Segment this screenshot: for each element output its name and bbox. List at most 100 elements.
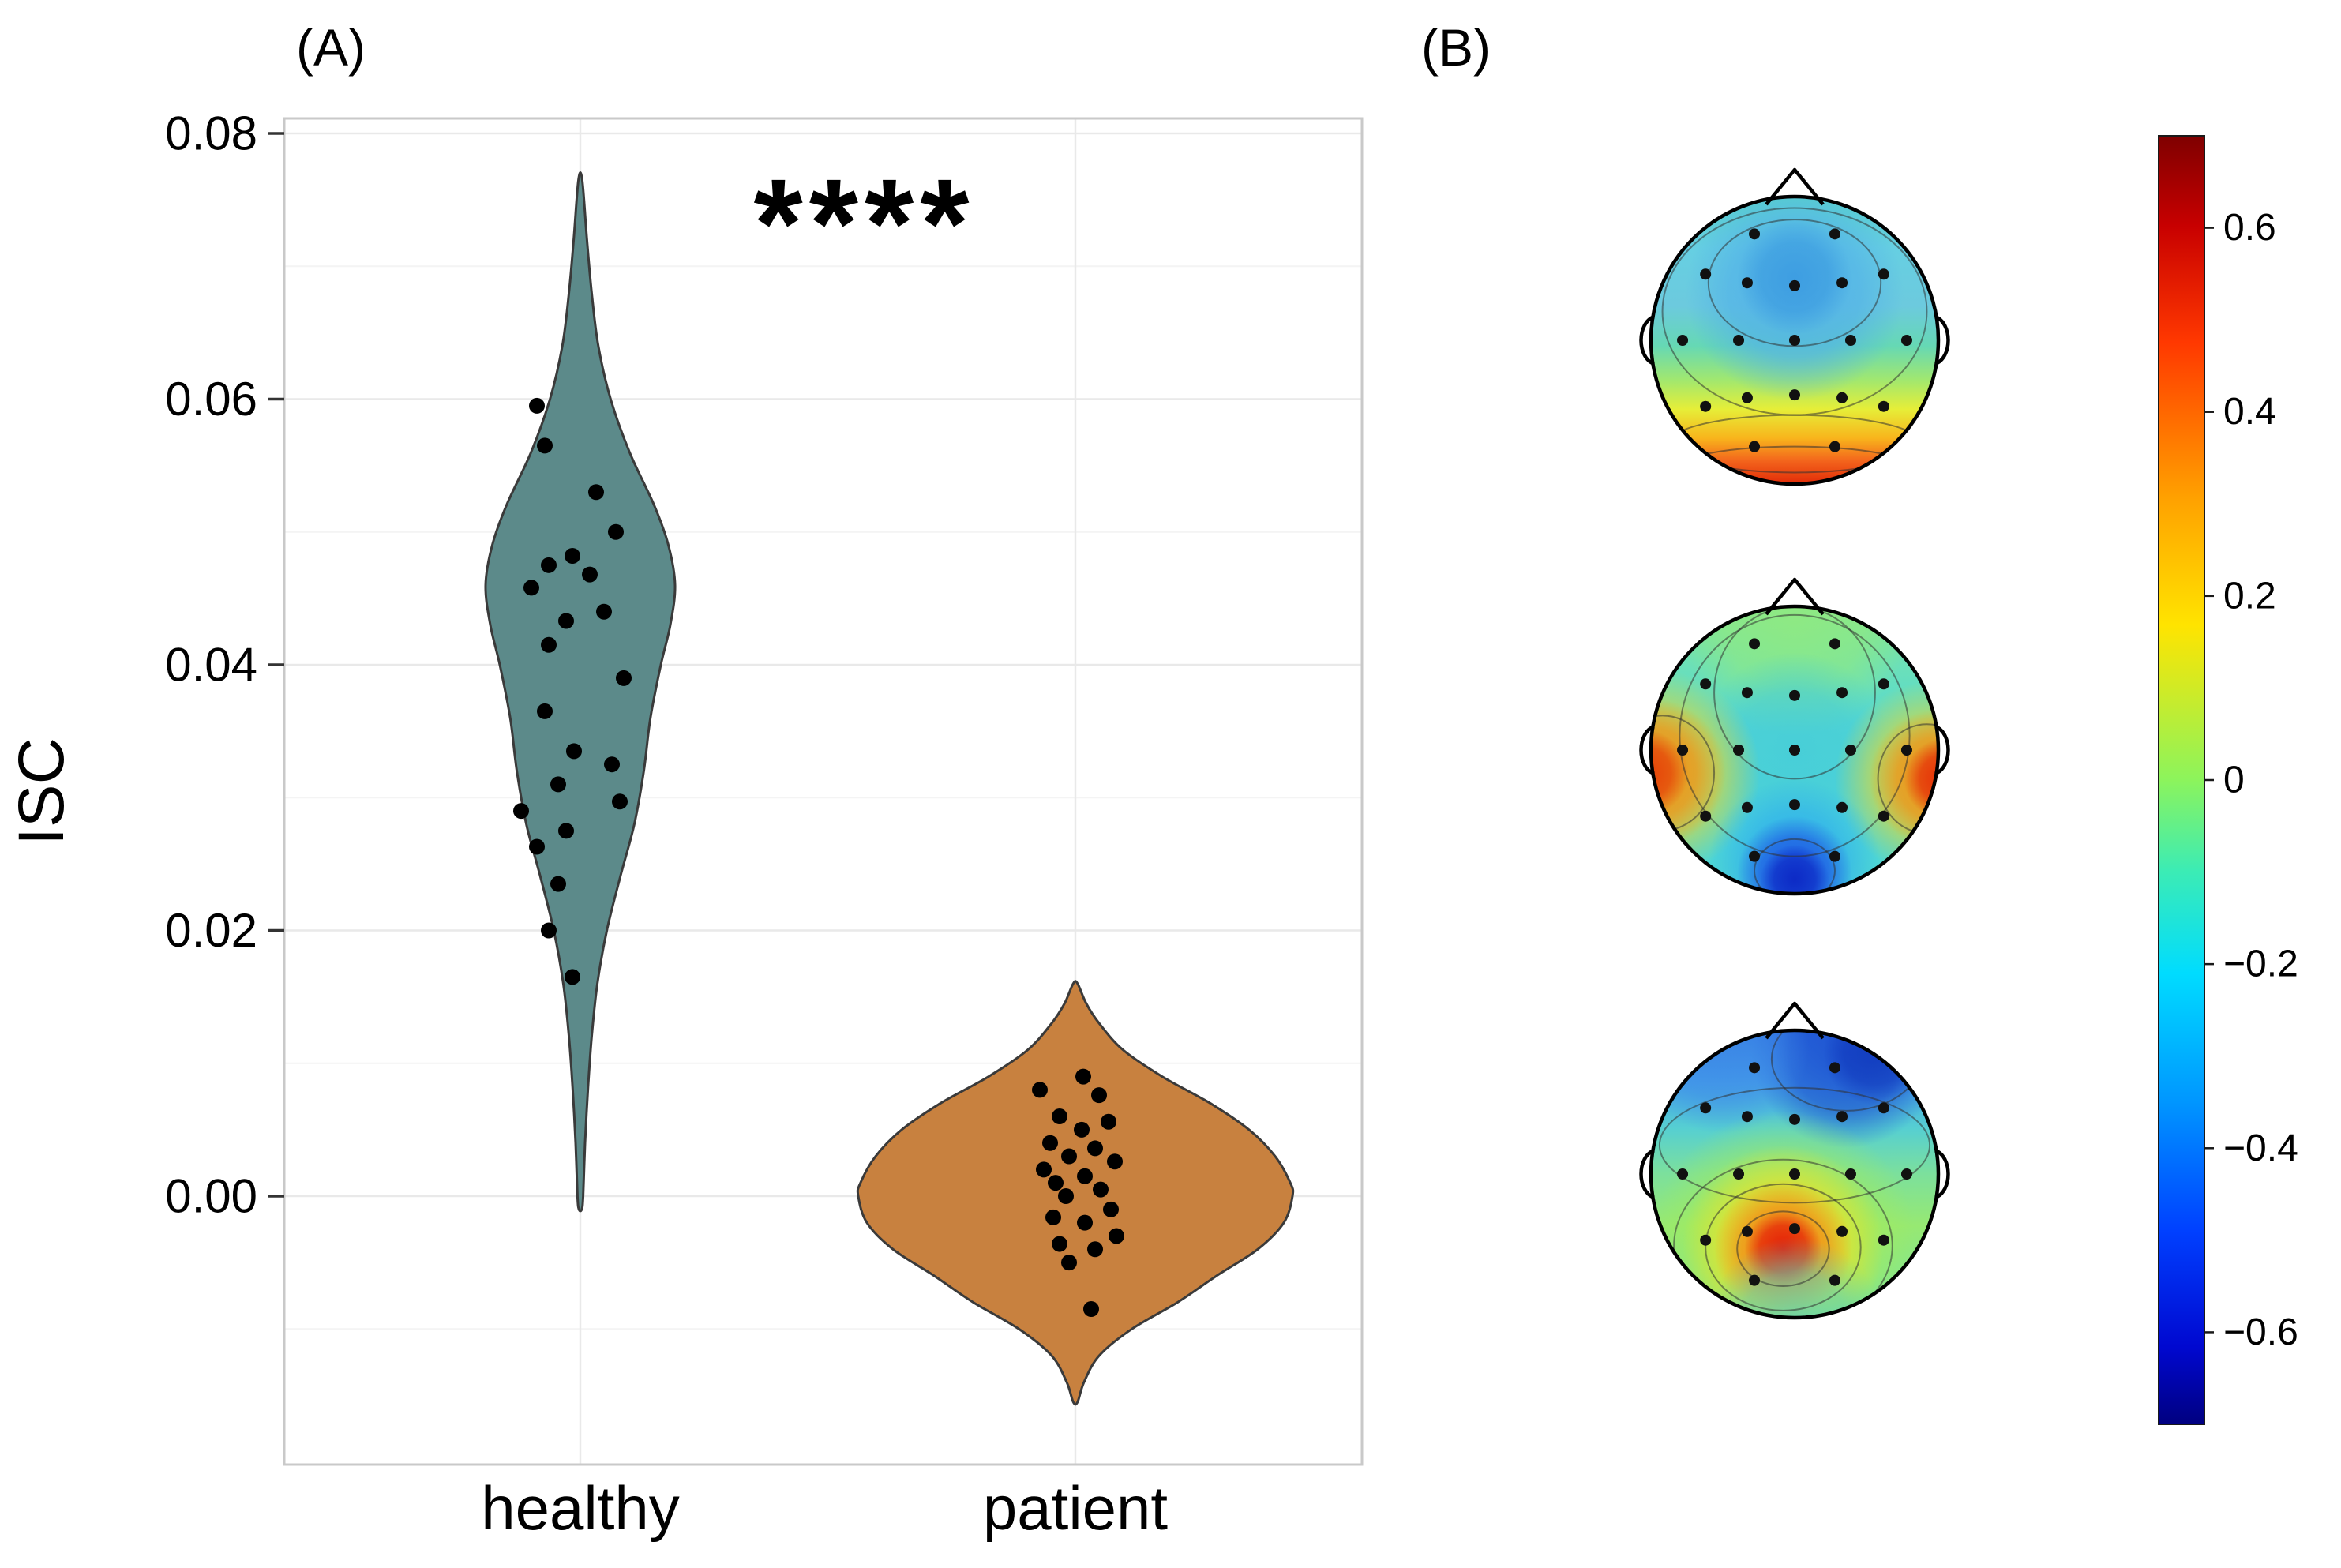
panel-b-label: (B) <box>1421 18 1491 77</box>
left-ear <box>1639 1148 1656 1200</box>
electrode-dot <box>1789 1223 1800 1235</box>
y-tick-label: 0.02 <box>165 904 257 957</box>
electrode-dot <box>1700 678 1712 690</box>
electrode-dot <box>1878 1102 1889 1114</box>
y-tick-label: 0.04 <box>165 639 257 692</box>
electrode-dot <box>1749 1062 1761 1074</box>
data-point-patient <box>1107 1153 1123 1170</box>
data-point-healthy <box>558 613 574 629</box>
data-point-healthy <box>612 793 628 810</box>
y-axis-label: ISC <box>6 737 77 846</box>
electrode-dot <box>1829 1062 1840 1074</box>
significance-stars: **** <box>753 152 975 294</box>
contour-line <box>1713 607 1876 780</box>
data-point-patient <box>1036 1161 1052 1178</box>
nose <box>1765 577 1825 616</box>
electrode-dot <box>1829 638 1840 650</box>
electrode-dot <box>1741 277 1753 289</box>
data-point-healthy <box>582 566 598 583</box>
electrode-dot <box>1789 1168 1800 1180</box>
violin-plot: 0.00 0.02 0.04 0.06 0.08 healthy patient ISC ***… <box>6 107 1364 1543</box>
electrode-dot <box>1789 1113 1800 1125</box>
topomap-1 <box>1639 167 1950 486</box>
data-point-healthy <box>529 397 545 414</box>
field-blob <box>1904 738 1938 820</box>
y-tick-label: 0.06 <box>165 373 257 426</box>
electrode-dot <box>1700 810 1712 822</box>
data-point-healthy <box>550 776 566 793</box>
electrode-dot <box>1741 687 1753 699</box>
electrode-dot <box>1900 1168 1912 1180</box>
electrode-dot <box>1789 279 1800 291</box>
electrode-dot <box>1878 810 1889 822</box>
electrode-dot <box>1829 441 1840 452</box>
nose <box>1765 167 1825 206</box>
electrode-dot <box>1836 801 1848 813</box>
data-point-patient <box>1109 1228 1124 1244</box>
data-point-healthy <box>558 823 574 839</box>
electrode-dot <box>1700 1102 1712 1114</box>
head-outline <box>1649 1028 1941 1320</box>
data-point-healthy <box>523 580 539 596</box>
data-point-patient <box>1103 1201 1119 1217</box>
electrode-dot <box>1749 441 1761 452</box>
electrode-dot <box>1829 228 1840 240</box>
data-point-patient <box>1042 1135 1058 1151</box>
electrode-dot <box>1749 638 1761 650</box>
nose <box>1765 1001 1825 1040</box>
left-ear <box>1639 724 1656 776</box>
data-point-healthy <box>541 922 557 939</box>
field-blob <box>1760 845 1829 893</box>
data-point-patient <box>1048 1175 1064 1191</box>
field-blob <box>1737 219 1852 335</box>
data-point-patient <box>1075 1068 1091 1085</box>
data-point-patient <box>1045 1209 1061 1225</box>
colorbar-tick-label: 0.2 <box>2223 575 2276 617</box>
left-ear <box>1639 314 1656 366</box>
electrode-dot <box>1844 335 1856 346</box>
electrode-dot <box>1789 389 1800 401</box>
data-point-patient <box>1101 1113 1116 1130</box>
electrode-dot <box>1836 1111 1848 1123</box>
electrode-dot <box>1900 745 1912 756</box>
data-point-healthy <box>608 523 624 540</box>
electrode-dot <box>1829 850 1840 862</box>
electrode-dot <box>1741 1225 1753 1237</box>
electrode-dot <box>1789 745 1800 756</box>
colorbar-tick-label: −0.4 <box>2223 1127 2298 1169</box>
electrode-dot <box>1749 1274 1761 1286</box>
data-point-patient <box>1052 1236 1067 1252</box>
electrode-dot <box>1733 745 1745 756</box>
electrode-dot <box>1733 335 1745 346</box>
data-point-healthy <box>537 437 553 454</box>
electrode-dot <box>1900 335 1912 346</box>
data-point-patient <box>1093 1181 1109 1198</box>
electrode-dot <box>1789 689 1800 701</box>
colorbar-tick-label: 0.4 <box>2223 391 2276 433</box>
electrode-dot <box>1677 335 1689 346</box>
electrode-dot <box>1836 1225 1848 1237</box>
right-ear <box>1934 724 1950 776</box>
data-point-patient <box>1061 1255 1077 1271</box>
data-point-patient <box>1087 1140 1103 1157</box>
data-point-healthy <box>565 969 580 985</box>
head-outline <box>1649 194 1941 486</box>
data-point-patient <box>1052 1108 1067 1125</box>
electrode-dot <box>1836 277 1848 289</box>
electrode-dot <box>1733 1168 1745 1180</box>
electrode-dot <box>1789 335 1800 346</box>
violin-patient <box>856 980 1295 1406</box>
contour-line <box>1679 613 1911 857</box>
electrode-dot <box>1741 392 1753 403</box>
data-point-patient <box>1083 1301 1099 1318</box>
electrode-dot <box>1700 400 1712 412</box>
y-tick-label: 0.08 <box>165 107 257 160</box>
data-point-healthy <box>541 636 557 653</box>
right-ear <box>1934 1148 1950 1200</box>
electrode-dot <box>1749 850 1761 862</box>
data-point-patient <box>1077 1168 1093 1184</box>
contour-line <box>1707 219 1882 347</box>
field-blob <box>1652 730 1689 816</box>
electrode-dot <box>1878 1234 1889 1246</box>
data-point-healthy <box>588 484 604 501</box>
